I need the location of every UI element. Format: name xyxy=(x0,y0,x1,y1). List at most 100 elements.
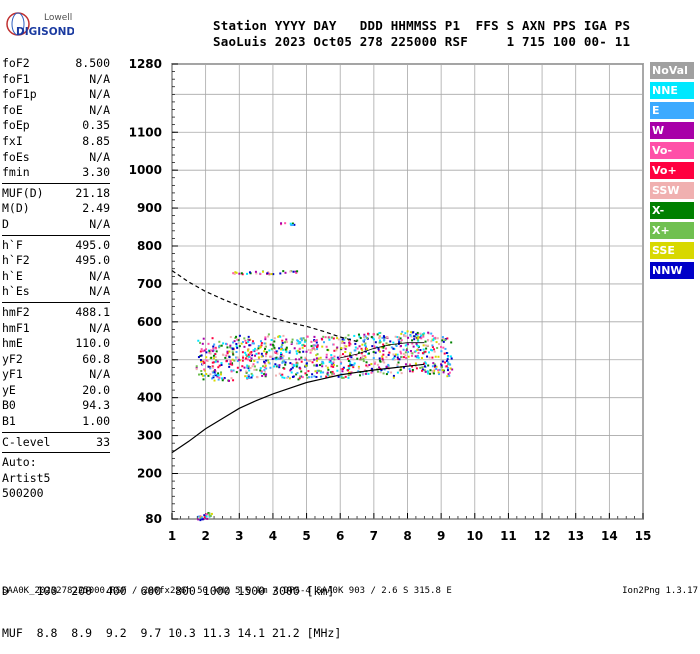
echo-point xyxy=(337,375,340,378)
echo-point xyxy=(431,346,434,349)
echo-point xyxy=(383,361,386,364)
header-values: SaoLuis 2023 Oct05 278 225000 RSF 1 715 … xyxy=(213,34,631,49)
echo-point xyxy=(284,222,287,225)
echo-point xyxy=(348,344,351,347)
echo-point xyxy=(339,362,342,365)
echo-point xyxy=(222,342,225,345)
echo-point xyxy=(374,361,377,364)
separator xyxy=(2,301,110,303)
echo-point xyxy=(392,376,395,379)
echo-point xyxy=(434,355,437,358)
legend-entry: Vo+ xyxy=(650,162,694,179)
echo-point xyxy=(330,356,333,359)
x-tick-label: 13 xyxy=(567,529,584,543)
echo-point xyxy=(363,344,366,347)
echo-point xyxy=(274,351,277,354)
echo-point xyxy=(256,361,259,364)
echo-point xyxy=(437,343,440,346)
echo-point xyxy=(407,336,410,339)
echo-point xyxy=(272,273,275,276)
echo-point xyxy=(434,336,437,339)
autoscaling-version: 500200 xyxy=(2,486,44,501)
echo-point xyxy=(285,346,288,349)
echo-point xyxy=(264,363,267,366)
echo-point xyxy=(394,353,397,356)
y-tick-label: 1000 xyxy=(129,163,162,177)
echo-point xyxy=(426,344,429,347)
echo-point xyxy=(260,371,263,374)
param-value: 8.500 xyxy=(75,56,110,70)
x-tick-label: 6 xyxy=(336,529,344,543)
echo-point xyxy=(341,367,344,370)
param-value: N/A xyxy=(89,268,110,283)
echo-point xyxy=(240,342,243,345)
echo-point xyxy=(294,270,297,273)
echo-point xyxy=(305,350,308,353)
echo-point xyxy=(406,343,409,346)
echo-point xyxy=(330,365,333,368)
legend-entry: NNW xyxy=(650,262,694,279)
echo-point xyxy=(237,341,240,344)
x-tick-label: 1 xyxy=(168,529,176,543)
echo-point xyxy=(318,369,321,372)
echo-point xyxy=(315,375,318,378)
echo-point xyxy=(378,331,381,334)
echo-point xyxy=(296,362,299,365)
echo-point xyxy=(378,350,381,353)
echo-point xyxy=(364,345,367,348)
echo-point xyxy=(364,335,367,338)
y-tick-label: 200 xyxy=(137,467,162,481)
echo-point xyxy=(229,336,232,339)
y-tick-label: 400 xyxy=(137,391,162,405)
echo-point xyxy=(382,372,385,375)
param-value: 20.0 xyxy=(82,382,110,397)
echo-point xyxy=(333,349,336,352)
echo-point xyxy=(245,355,248,358)
echo-point xyxy=(441,336,444,339)
echo-point xyxy=(247,375,250,378)
echo-point xyxy=(314,340,317,343)
echo-point xyxy=(380,346,383,349)
echo-point xyxy=(247,365,250,368)
echo-point xyxy=(349,364,352,367)
echo-point xyxy=(442,340,445,343)
echo-point xyxy=(437,355,440,358)
echo-point xyxy=(313,364,316,367)
echo-point xyxy=(248,271,251,274)
echo-point xyxy=(422,344,425,347)
echo-point xyxy=(404,344,407,347)
echo-point xyxy=(333,355,336,358)
echo-point xyxy=(426,370,429,373)
param-name: hmE xyxy=(2,336,23,351)
echo-point xyxy=(209,352,212,355)
echo-point xyxy=(370,363,373,366)
legend-entry: SSE xyxy=(650,242,694,259)
echo-point xyxy=(332,361,335,364)
param-name: MUF(D) xyxy=(2,185,44,200)
echo-point xyxy=(358,374,361,377)
echo-point xyxy=(423,369,426,372)
echo-point xyxy=(230,370,233,373)
echo-point xyxy=(243,337,246,340)
echo-point xyxy=(252,340,255,343)
echo-point xyxy=(422,333,425,336)
echo-point xyxy=(229,346,232,349)
echo-point xyxy=(199,350,202,353)
param-value: N/A xyxy=(89,149,110,164)
echo-point xyxy=(357,333,360,336)
echo-point xyxy=(250,350,253,353)
echo-point xyxy=(378,337,381,340)
echo-point xyxy=(421,352,424,355)
echo-point xyxy=(340,368,343,371)
x-tick-label: 4 xyxy=(269,529,277,543)
echo-point xyxy=(257,347,260,350)
echo-point xyxy=(349,354,352,357)
echo-point xyxy=(396,371,399,374)
echo-point xyxy=(296,363,299,366)
echo-point xyxy=(303,340,306,343)
ionogram-chart: 1 2 3 4 5 6 7 8 9 10 11 12 13 14 158020030040050060070… xyxy=(129,57,652,543)
file-info: SAA0K_2023278225000.RSF / 280fx256h 50 k… xyxy=(2,586,452,596)
echo-point xyxy=(377,349,380,352)
param-row: M(D) 2.49 xyxy=(2,201,110,217)
echo-point xyxy=(436,346,439,349)
